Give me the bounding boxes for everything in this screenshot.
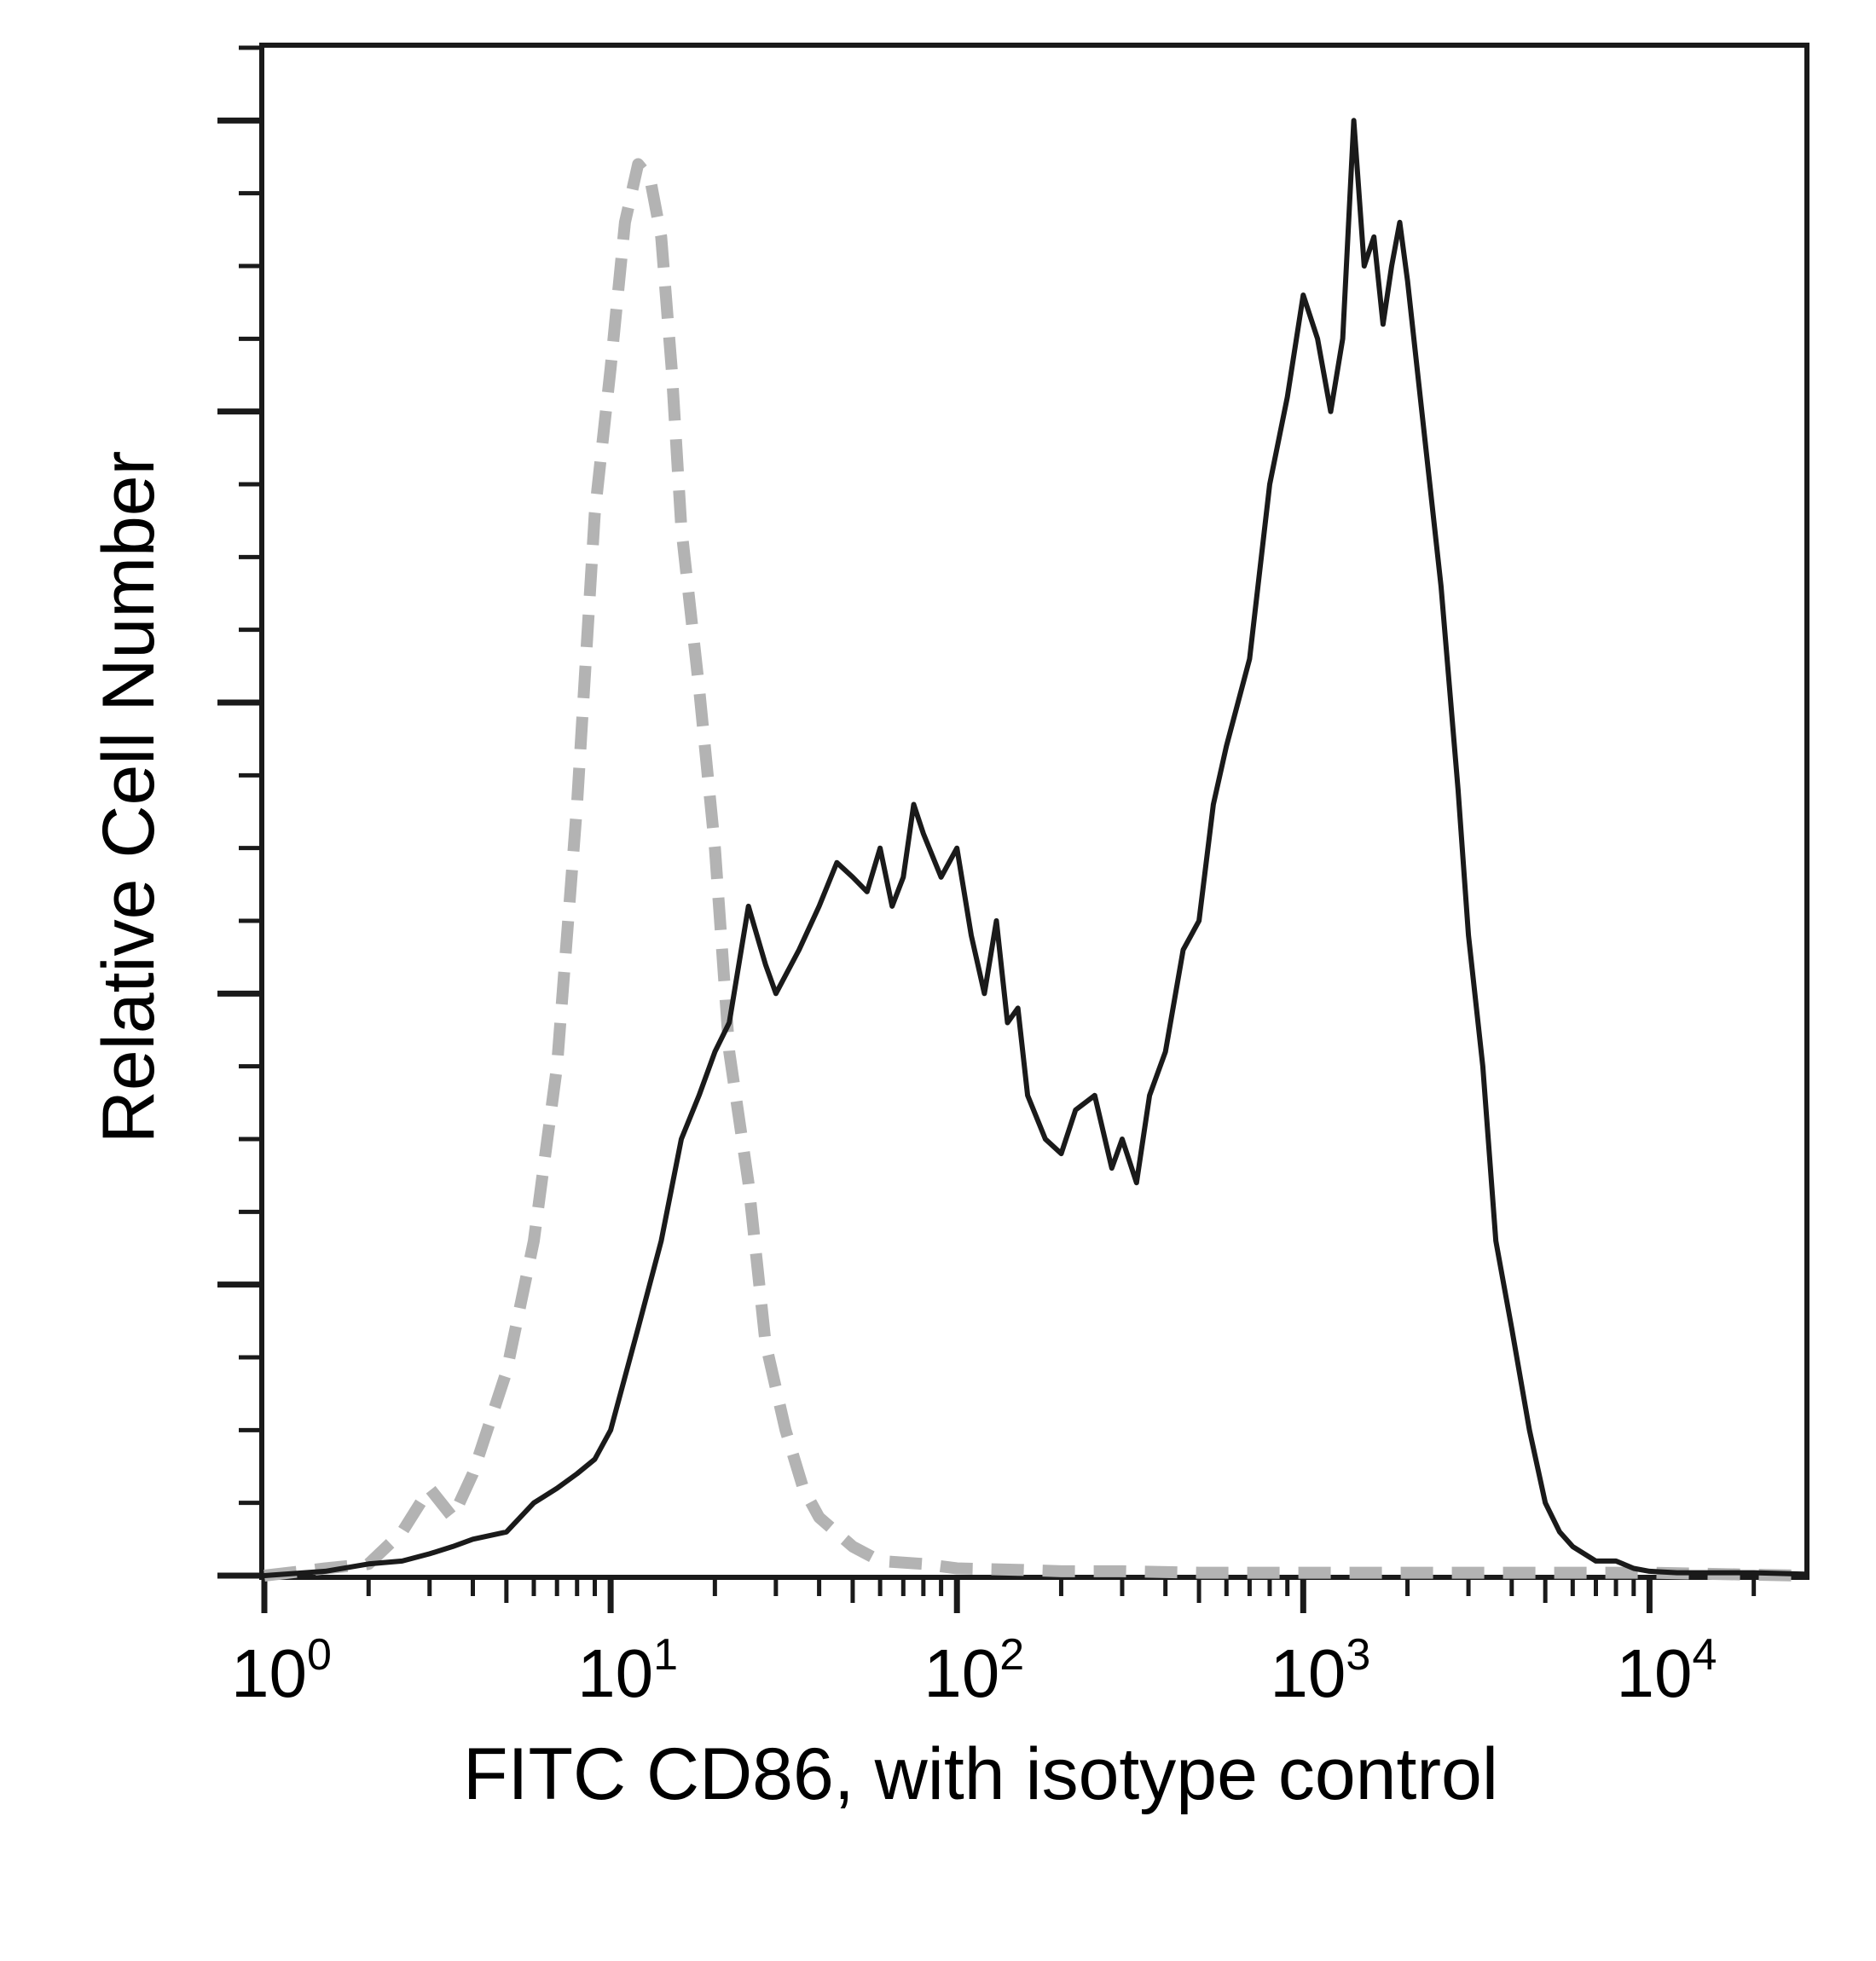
x-axis-tick-labels: 100 101 102 103 104 (231, 1630, 1717, 1711)
series-line-isotype-control (263, 158, 1805, 1582)
x-axis-ticks (261, 1576, 1757, 1613)
x-axis-label: FITC CD86, with isotype control (463, 1733, 1498, 1815)
y-axis-ticks (217, 45, 264, 1579)
series-line-fitc-cd86 (262, 118, 1807, 1578)
plot-frame (259, 43, 1809, 1580)
y-axis-label: Relative Cell Number (88, 451, 170, 1144)
x-tick-label: 103 (1270, 1630, 1370, 1711)
series-layer (262, 118, 1807, 1582)
x-tick-label: 100 (231, 1630, 332, 1711)
x-tick-label: 101 (577, 1630, 678, 1711)
x-tick-label: 102 (924, 1630, 1024, 1711)
x-tick-label: 104 (1616, 1630, 1717, 1711)
